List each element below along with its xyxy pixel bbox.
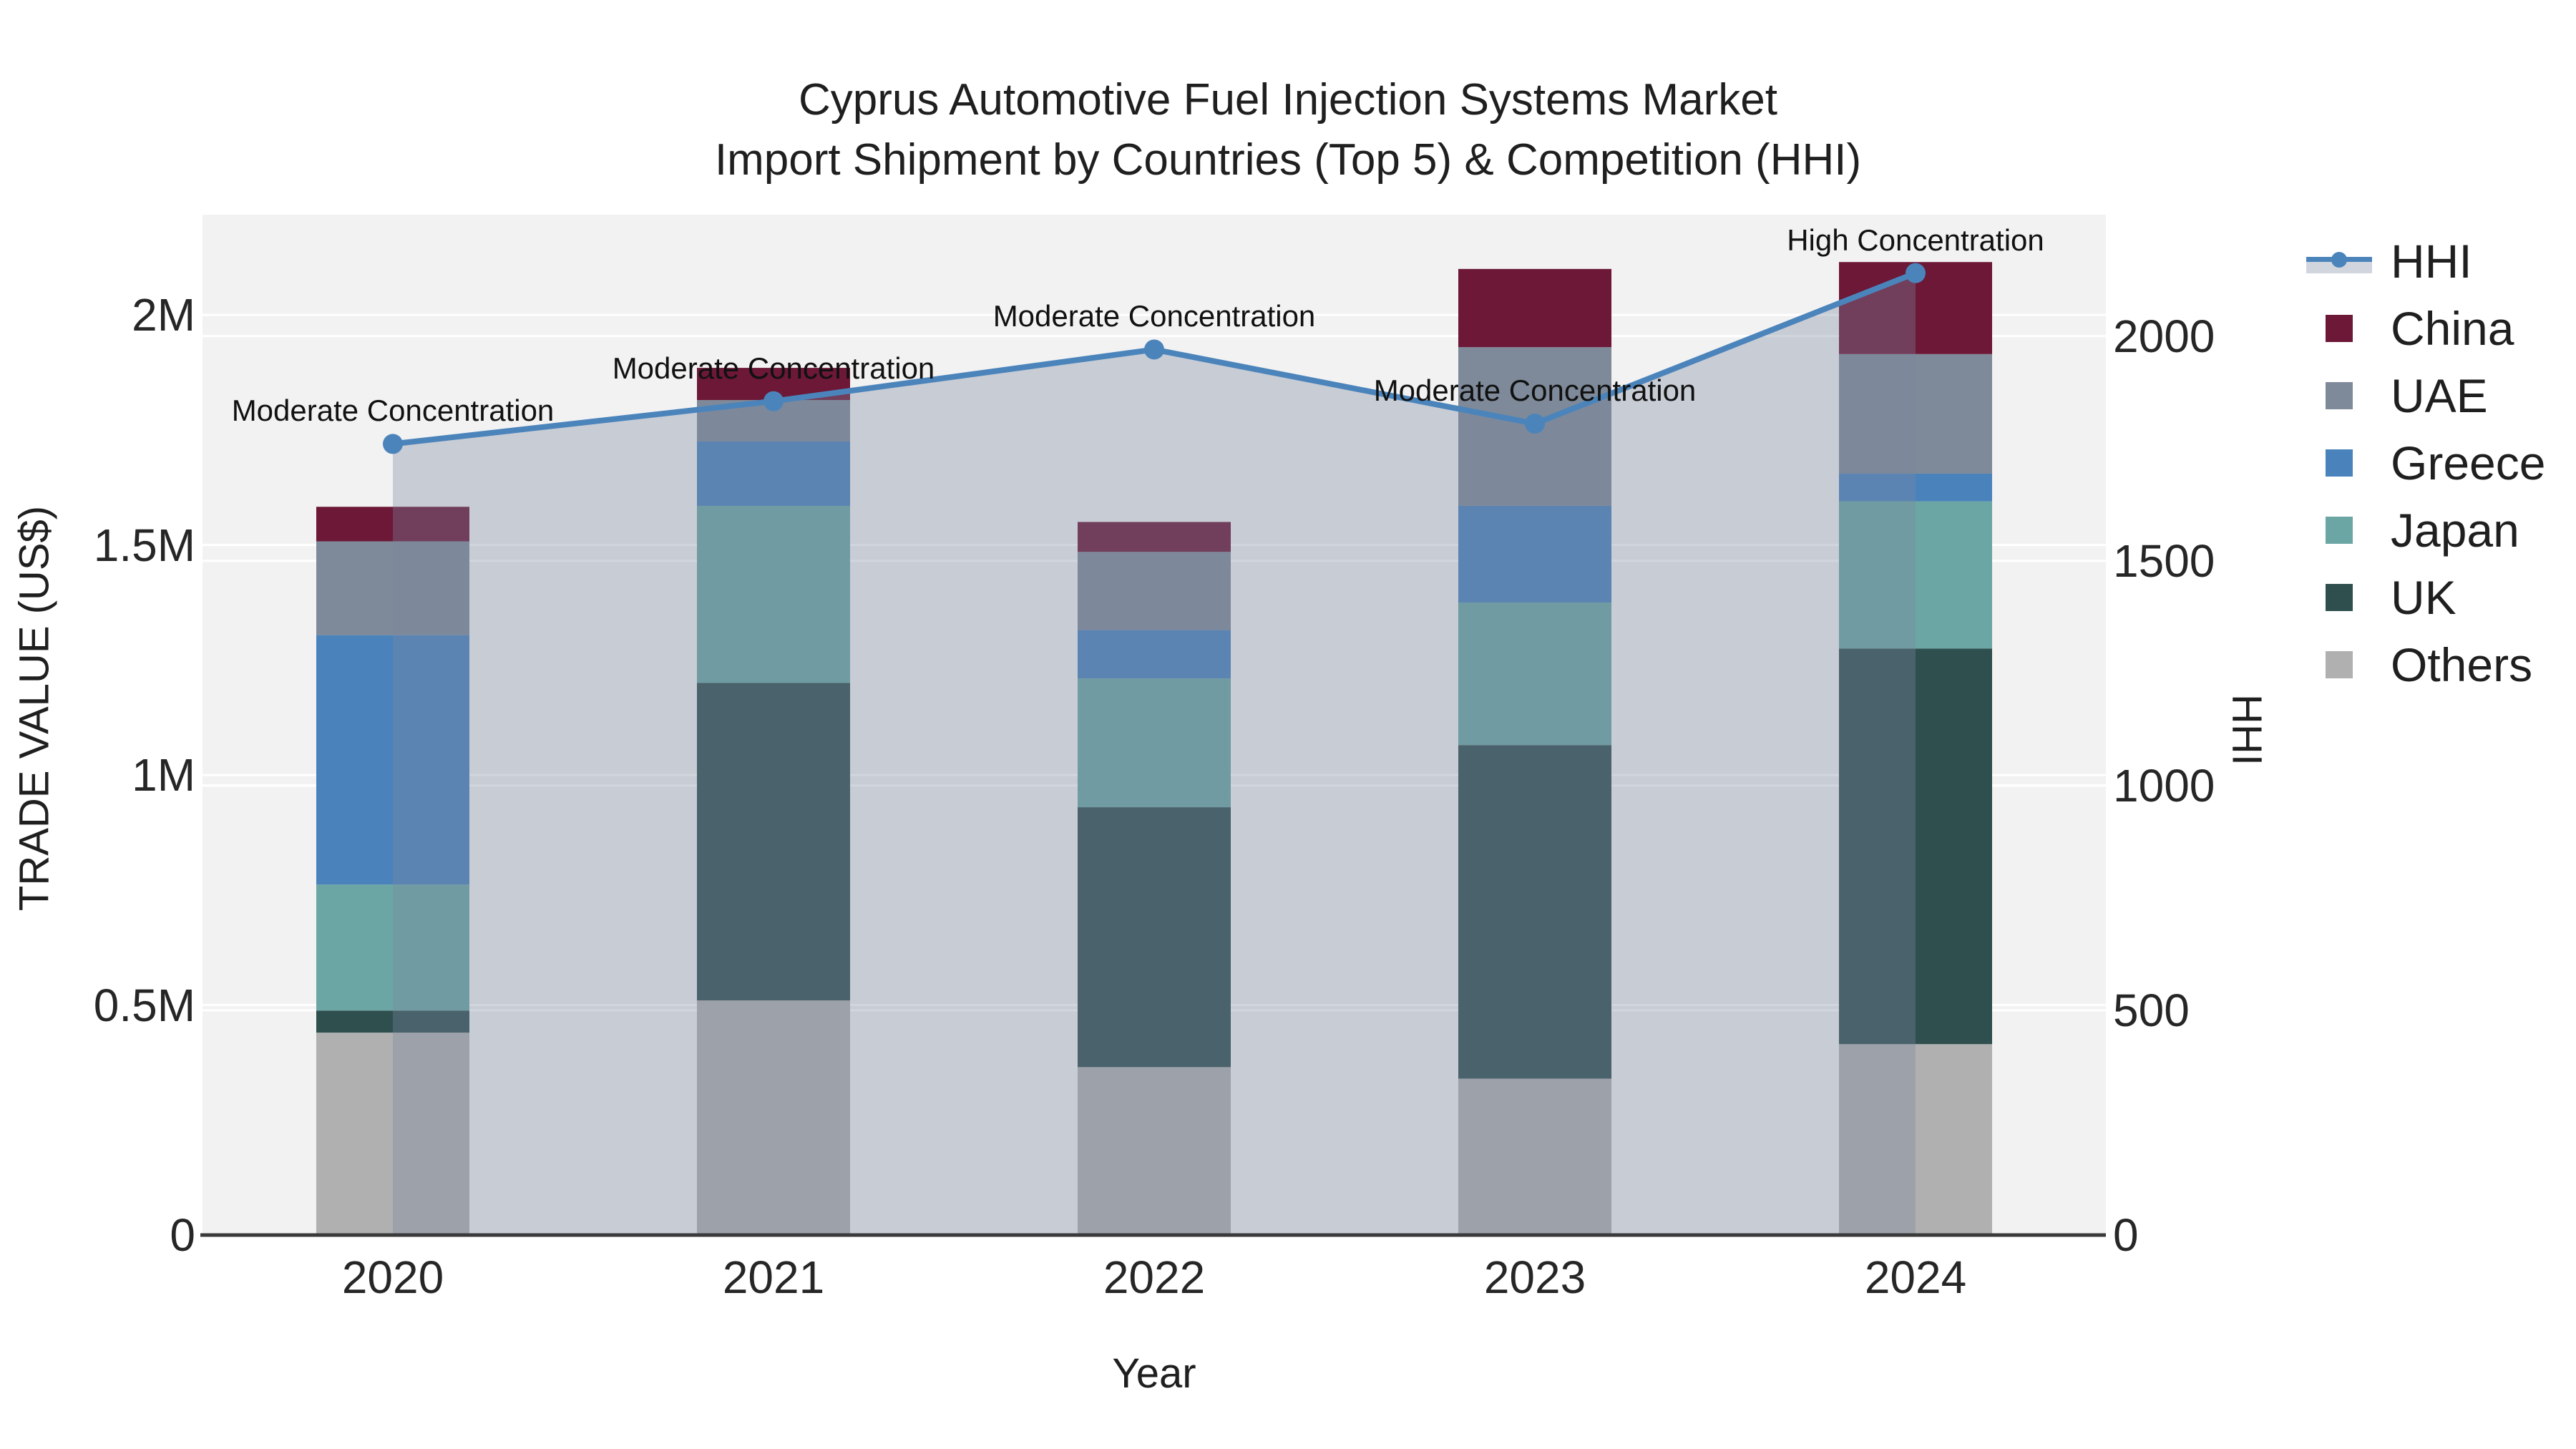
y-right-tick-2000: 2000 [2113,310,2215,362]
y-right-tick-1500: 1500 [2113,535,2215,587]
bar-segment-japan-2022[interactable] [1078,678,1231,808]
bar-segment-greece-2020[interactable] [316,635,469,885]
chart-title-line-1: Cyprus Automotive Fuel Injection Systems… [799,75,1777,125]
legend-label-uk: UK [2391,571,2457,624]
y-left-tick-1m: 1M [132,749,195,801]
bar-segment-greece-2023[interactable] [1458,505,1611,602]
china-swatch [2326,315,2353,342]
bar-segment-others-2024[interactable] [1839,1044,1992,1235]
legend-item-china[interactable]: China [2306,295,2514,362]
x-tick-2021: 2021 [722,1252,825,1303]
bar-segment-others-2023[interactable] [1458,1078,1611,1235]
hhi-marker-2023[interactable] [1525,414,1545,434]
legend-label-china: China [2391,302,2514,355]
legend-item-japan[interactable]: Japan [2306,497,2519,564]
others-swatch [2326,651,2353,678]
hhi-area-fill [393,273,1916,1236]
bar-segment-china-2023[interactable] [1458,268,1611,348]
hhi-legend-symbol [2306,228,2372,295]
bar-segment-others-2021[interactable] [697,1000,850,1235]
x-tick-2020: 2020 [341,1252,444,1303]
x-tick-2024: 2024 [1864,1252,1967,1303]
y-left-tick-1_5m: 1.5M [93,519,195,571]
legend-item-uk[interactable]: UK [2306,564,2457,631]
bar-segment-uk-2020[interactable] [316,1010,469,1033]
chart-title: Cyprus Automotive Fuel Injection Systems… [0,70,2576,190]
uk-swatch [2326,584,2353,611]
greece-swatch [2326,449,2353,477]
x-tick-2023: 2023 [1483,1252,1586,1303]
bar-segment-uk-2023[interactable] [1458,745,1611,1079]
y-right-axis-title: HHI [2223,694,2270,766]
bar-segment-greece-2022[interactable] [1078,630,1231,679]
bar-segment-japan-2023[interactable] [1458,602,1611,746]
bar-segment-china-2022[interactable] [1078,522,1231,552]
y-right-tick-1000: 1000 [2113,759,2215,811]
legend-label-uae: UAE [2391,369,2488,422]
bar-segment-others-2022[interactable] [1078,1067,1231,1235]
annotation-2020: Moderate Concentration [231,394,555,428]
y-right-tick-0: 0 [2113,1209,2139,1261]
bar-segment-japan-2020[interactable] [316,884,469,1011]
bar-segment-uae-2022[interactable] [1078,552,1231,630]
chart-title-line-2: Import Shipment by Countries (Top 5) & C… [714,135,1862,185]
legend-label-hhi: HHI [2391,235,2472,288]
bar-segment-japan-2021[interactable] [697,505,850,683]
hhi-marker-2024[interactable] [1906,263,1926,283]
bar-segment-greece-2021[interactable] [697,441,850,506]
legend-label-greece: Greece [2391,436,2546,489]
bar-segment-uk-2024[interactable] [1839,648,1992,1045]
bar-segment-uae-2024[interactable] [1839,353,1992,474]
legend-item-others[interactable]: Others [2306,631,2532,698]
y-right-tick-500: 500 [2113,984,2190,1036]
japan-swatch [2326,517,2353,544]
legend-label-others: Others [2391,638,2533,691]
bar-segment-greece-2024[interactable] [1839,473,1992,502]
bar-segment-others-2020[interactable] [316,1033,469,1235]
legend-item-uae[interactable]: UAE [2306,362,2488,429]
y-left-tick-0: 0 [170,1209,195,1261]
uae-swatch [2326,382,2353,409]
bar-segment-uk-2022[interactable] [1078,807,1231,1068]
annotation-2023: Moderate Concentration [1373,374,1697,408]
bar-segment-china-2020[interactable] [316,507,469,542]
hhi-marker-2021[interactable] [763,391,784,411]
hhi-marker-swatch [2331,252,2347,268]
legend-item-greece[interactable]: Greece [2306,429,2545,497]
bar-segment-uae-2020[interactable] [316,541,469,635]
y-left-axis-title: TRADE VALUE (US$) [11,505,58,912]
hhi-marker-2022[interactable] [1144,339,1164,360]
annotation-2022: Moderate Concentration [992,299,1316,333]
y-left-tick-2m: 2M [132,289,195,341]
x-axis-title: Year [1112,1350,1196,1397]
legend-label-japan: Japan [2391,504,2519,557]
y-left-tick-0_5m: 0.5M [93,979,195,1031]
annotation-2021: Moderate Concentration [612,351,935,385]
legend-item-hhi[interactable]: HHI [2306,228,2472,295]
annotation-2024: High Concentration [1787,223,2044,257]
bar-segment-uk-2021[interactable] [697,683,850,1001]
x-tick-2022: 2022 [1103,1252,1206,1303]
hhi-marker-2020[interactable] [383,434,403,454]
bar-segment-japan-2024[interactable] [1839,501,1992,649]
